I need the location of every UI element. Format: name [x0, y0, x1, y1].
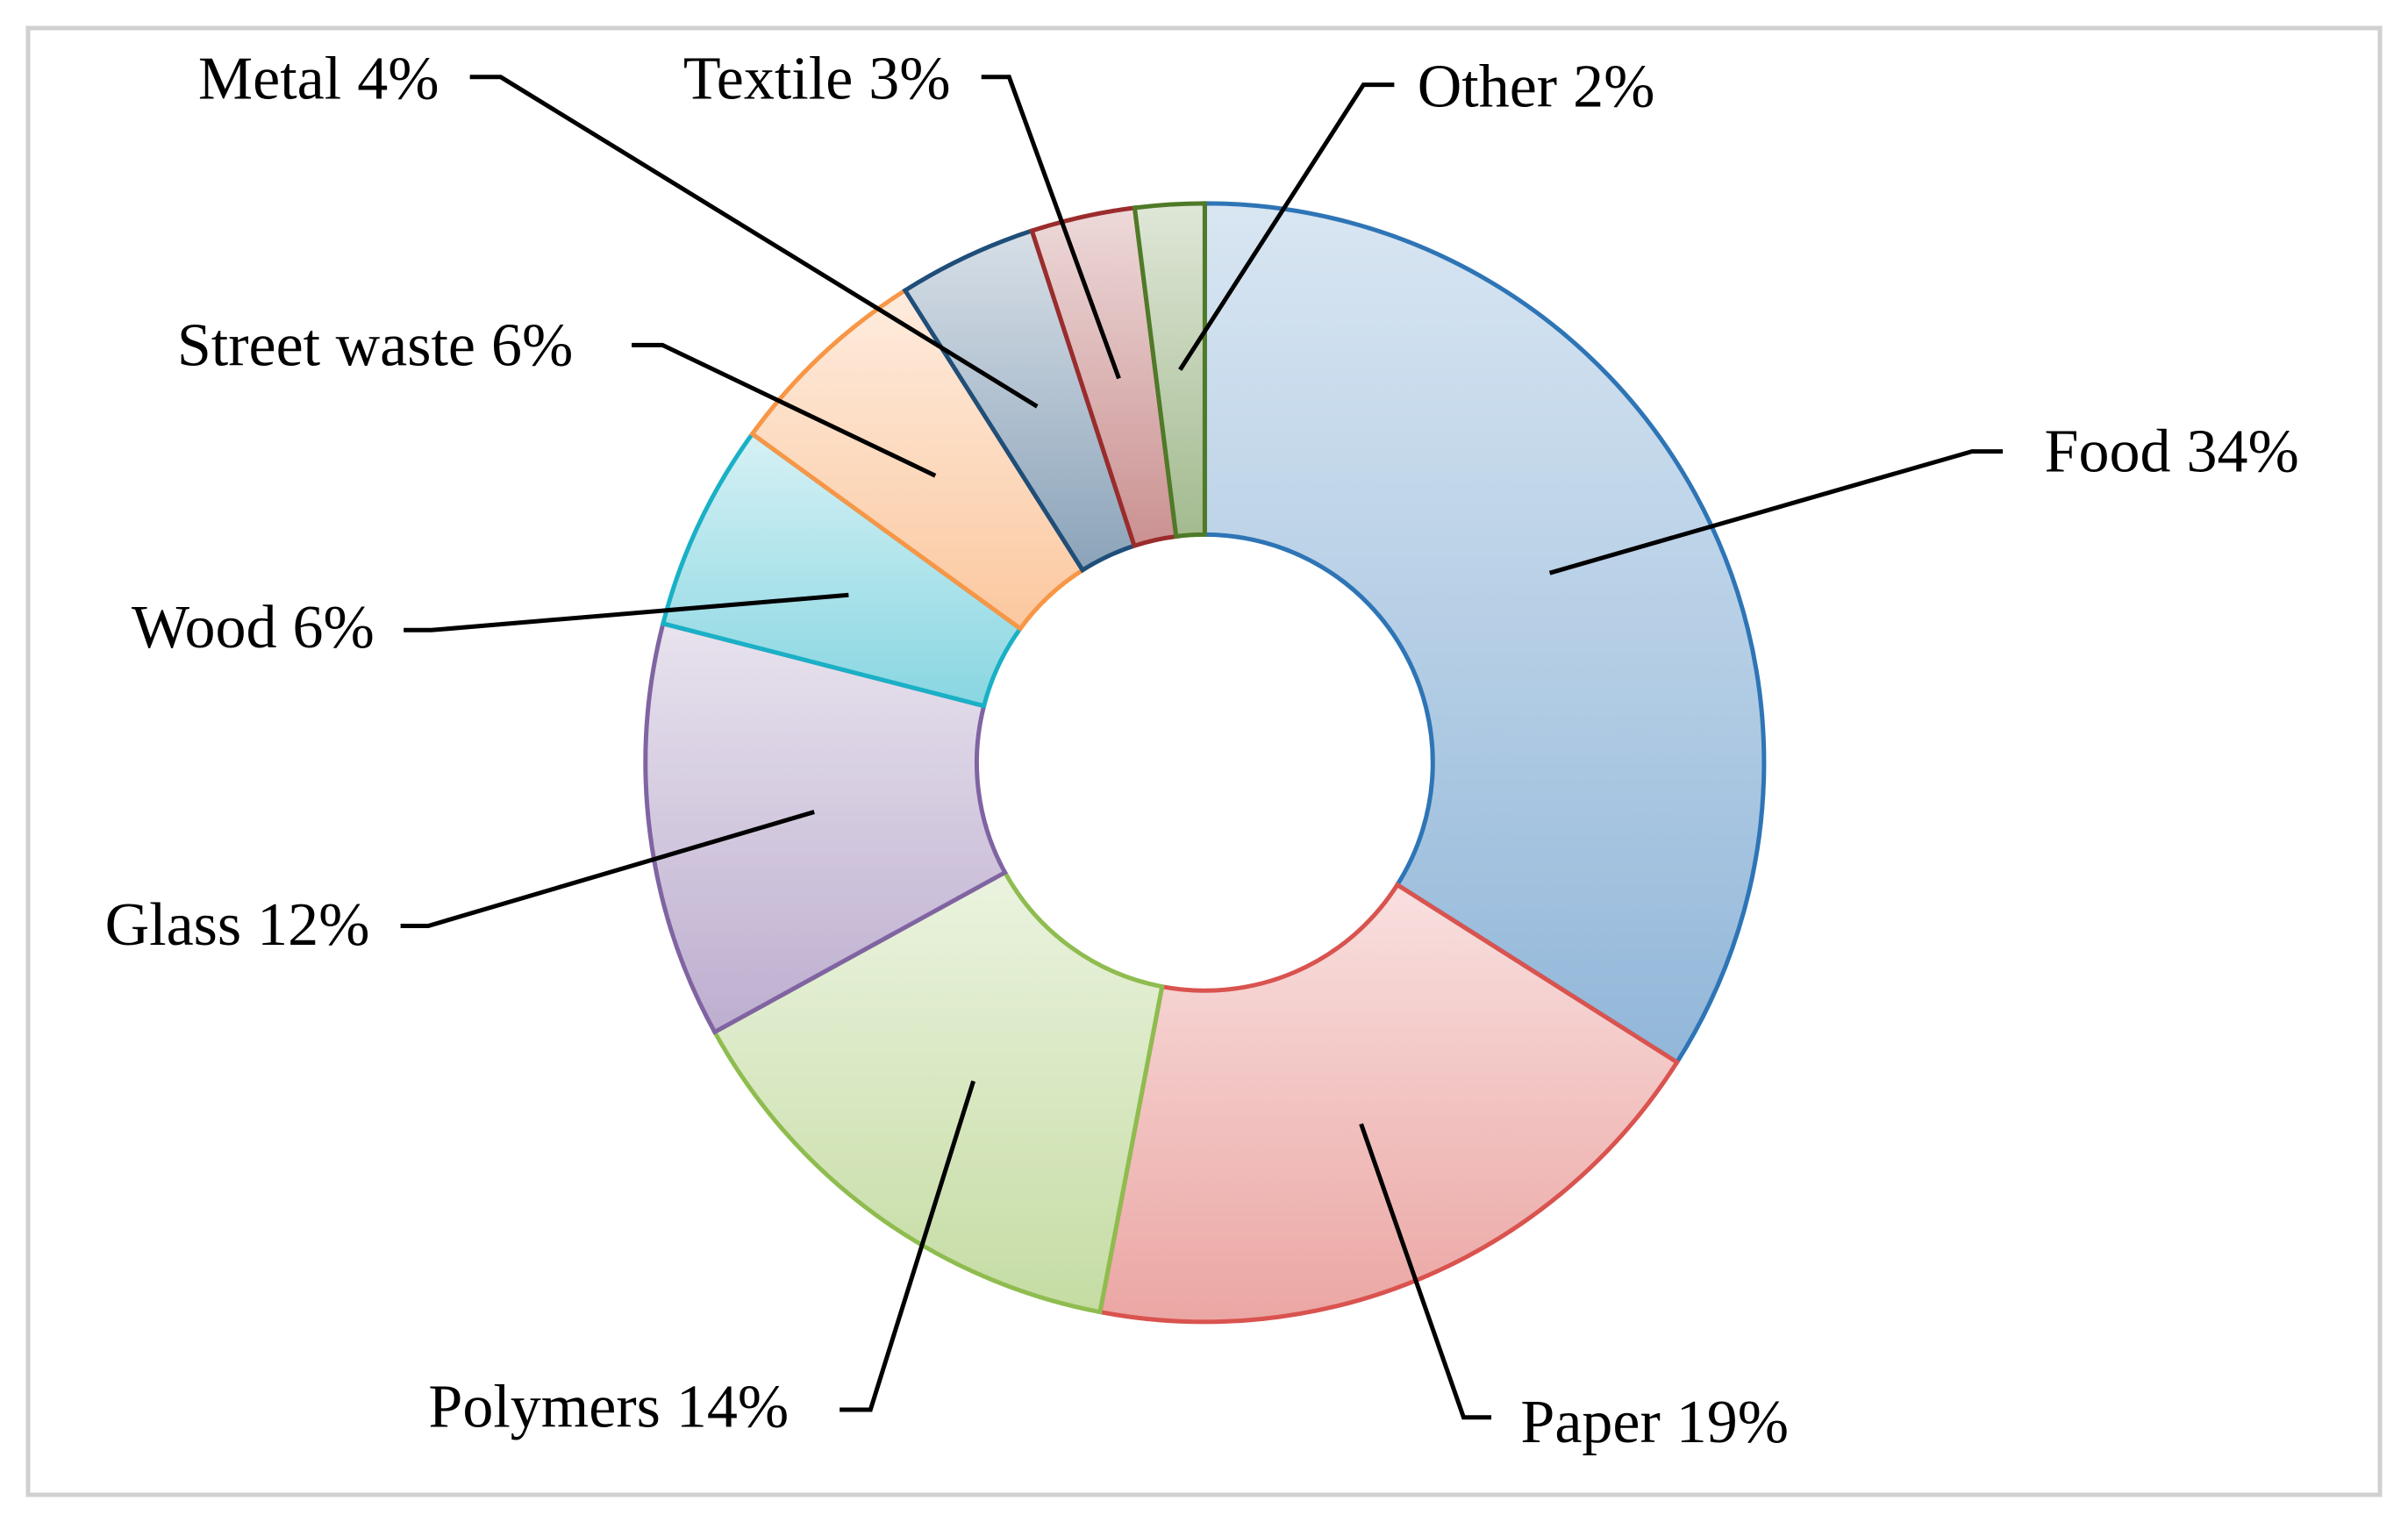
data-label: Metal 4% [198, 46, 439, 113]
label-value: 6% [292, 594, 374, 661]
leader-line [1548, 449, 2004, 575]
label-value: 19% [1676, 1389, 1789, 1456]
leader-line [632, 342, 937, 478]
data-label: Street waste 6% [177, 311, 573, 379]
data-label: Wood 6% [132, 594, 375, 661]
leader-line [400, 810, 815, 928]
data-label: Other 2% [1418, 53, 1655, 120]
label-name: Street waste [177, 311, 475, 379]
label-value: 4% [357, 46, 439, 113]
data-label: Glass 12% [105, 891, 370, 959]
label-value: 12% [257, 891, 369, 959]
donut-segment [643, 620, 1009, 1035]
donut-segment [1097, 882, 1681, 1325]
leader-line [1359, 1123, 1492, 1420]
label-name: Glass [105, 891, 242, 959]
label-name: Other [1418, 53, 1557, 120]
label-name: Wood [132, 594, 276, 661]
data-label: Polymers 14% [428, 1374, 789, 1441]
leader-line [840, 1080, 976, 1412]
leader-line [981, 75, 1121, 380]
label-name: Textile [683, 46, 853, 113]
leader-line [404, 592, 849, 632]
leader-line [1178, 82, 1395, 371]
label-value: 14% [676, 1374, 789, 1441]
data-label: Textile 3% [683, 46, 951, 113]
donut-segment [1132, 201, 1207, 539]
label-name: Polymers [428, 1374, 660, 1441]
label-value: 3% [868, 46, 950, 113]
leader-line [469, 75, 1039, 409]
label-name: Food [2045, 418, 2171, 486]
label-value: 34% [2186, 418, 2298, 486]
data-label: Paper 19% [1520, 1389, 1789, 1456]
donut-segment [711, 869, 1165, 1315]
donut-segment [1202, 201, 1767, 1066]
label-name: Paper [1520, 1389, 1660, 1456]
label-value: 2% [1573, 53, 1654, 120]
label-name: Metal [198, 46, 341, 113]
label-value: 6% [491, 311, 573, 379]
data-label: Food 34% [2045, 418, 2299, 486]
